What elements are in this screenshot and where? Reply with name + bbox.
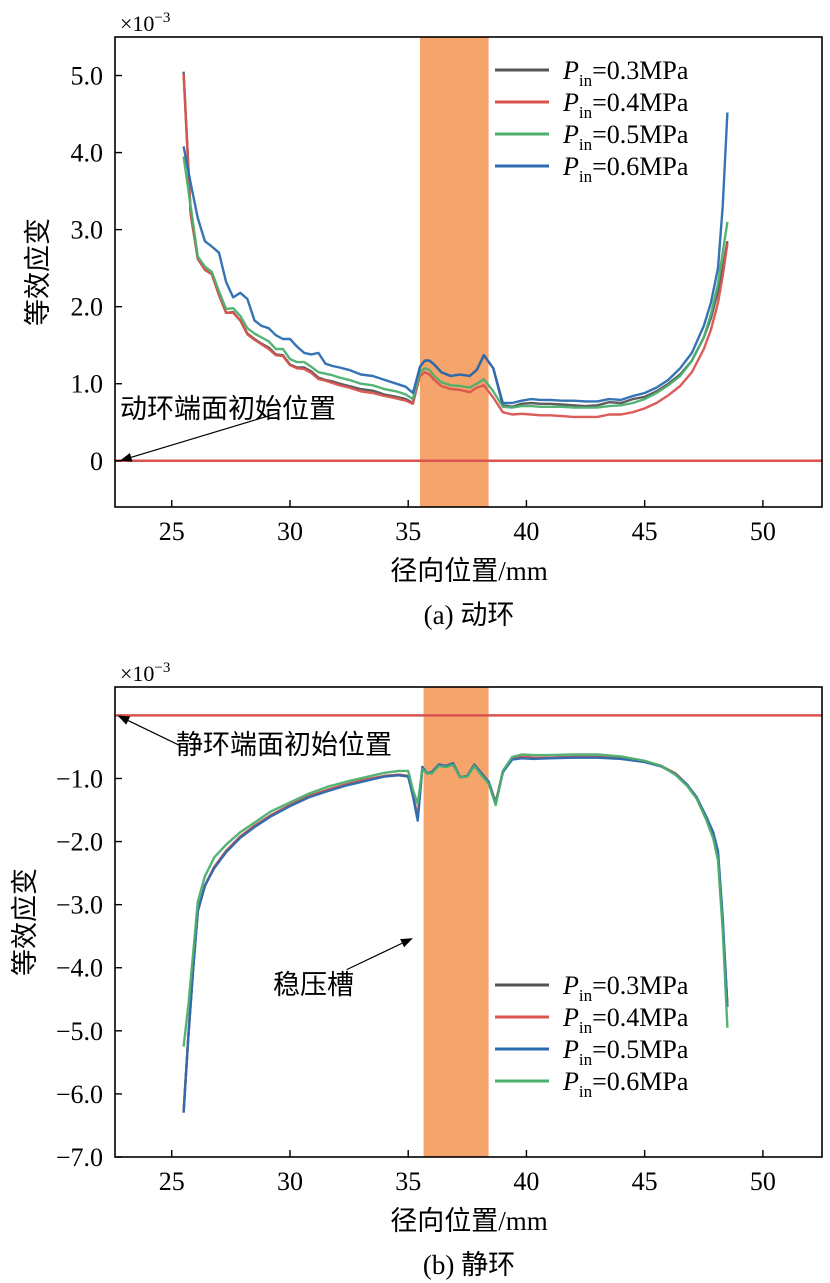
annotation-arrow-head: [400, 938, 413, 948]
chart-panel-b: ×10−3 等效应变 径向位置/mm (b) 静环 25 30 35 40 45 50 −1…: [10, 660, 823, 1280]
y-tick-label: 0: [90, 447, 103, 476]
series-line-04mpa: [182, 73, 729, 419]
annotation-arrow-line: [346, 942, 403, 971]
legend-label: Pin=0.3MPa: [562, 971, 689, 1005]
annotation-arrow-line: [127, 720, 180, 746]
annotation-text-b-groove: 稳压槽: [273, 970, 354, 1000]
x-tick-label: 35: [395, 1167, 421, 1196]
legend-label: Pin=0.5MPa: [562, 120, 689, 154]
groove-band: [420, 37, 489, 507]
series-line-06mpa: [182, 753, 729, 1047]
y-tick-label: −4.0: [56, 954, 103, 983]
x-tick-label: 35: [395, 517, 421, 546]
legend-label: Pin=0.4MPa: [562, 1003, 689, 1037]
x-axis-label-a: 径向位置/mm: [390, 556, 548, 586]
y-tick-label: −7.0: [56, 1143, 103, 1172]
legend-label: Pin=0.3MPa: [562, 56, 689, 90]
annotation-text-a: 动环端面初始位置: [120, 394, 336, 424]
chart-panel-a: ×10−3 等效应变 径向位置/mm (a) 动环 25 30 35 40 45 50 0 1…: [23, 10, 823, 630]
scale-label-a: ×10−3: [120, 10, 170, 36]
plot-area-b: 25 30 35 40 45 50 −1.0 −2.0 −3.0 −4.0 −5.0 −6.0 −7.0…: [56, 686, 823, 1196]
y-tick-label: −3.0: [56, 891, 103, 920]
series-line-06mpa: [182, 112, 729, 405]
y-axis-label-a: 等效应变: [23, 218, 53, 326]
x-axis-label-b: 径向位置/mm: [390, 1206, 548, 1236]
y-tick-label: 1.0: [71, 370, 104, 399]
x-tick-label: 50: [750, 517, 776, 546]
y-tick-label: 3.0: [71, 216, 104, 245]
x-tick-label: 25: [159, 1167, 185, 1196]
x-tick-label: 45: [632, 1167, 658, 1196]
x-tick-label: 40: [513, 517, 539, 546]
series-line-05mpa: [182, 156, 729, 409]
legend-label: Pin=0.6MPa: [562, 1067, 689, 1101]
x-tick-label: 30: [277, 517, 303, 546]
axes-frame: [114, 686, 823, 1158]
axes-frame: [114, 36, 823, 508]
x-tick-label: 40: [513, 1167, 539, 1196]
panel-title-b: (b) 静环: [423, 1250, 515, 1280]
annotation-arrow-head: [119, 452, 133, 462]
y-axis-label-b: 等效应变: [10, 868, 40, 976]
x-tick-label: 30: [277, 1167, 303, 1196]
series-group: [115, 714, 822, 1113]
y-tick-label: 2.0: [71, 293, 104, 322]
x-tick-label: 50: [750, 1167, 776, 1196]
y-tick-label: −6.0: [56, 1080, 103, 1109]
annotation-arrow-head: [117, 715, 131, 725]
x-tick-label: 45: [632, 517, 658, 546]
annotation-arrow-line: [131, 412, 279, 458]
y-tick-label: 4.0: [71, 139, 104, 168]
series-group: [115, 71, 822, 463]
legend-label: Pin=0.5MPa: [562, 1035, 689, 1069]
y-tick-label: −5.0: [56, 1017, 103, 1046]
panel-title-a: (a) 动环: [424, 600, 515, 630]
legend-label: Pin=0.6MPa: [562, 152, 689, 186]
y-tick-label: 5.0: [71, 62, 104, 91]
groove-band: [423, 687, 489, 1157]
x-tick-label: 25: [159, 517, 185, 546]
legend-label: Pin=0.4MPa: [562, 88, 689, 122]
y-tick-label: −2.0: [56, 828, 103, 857]
annotation-text-b-surface: 静环端面初始位置: [176, 730, 392, 760]
y-tick-label: −1.0: [56, 764, 103, 793]
scale-label-b: ×10−3: [120, 660, 170, 686]
